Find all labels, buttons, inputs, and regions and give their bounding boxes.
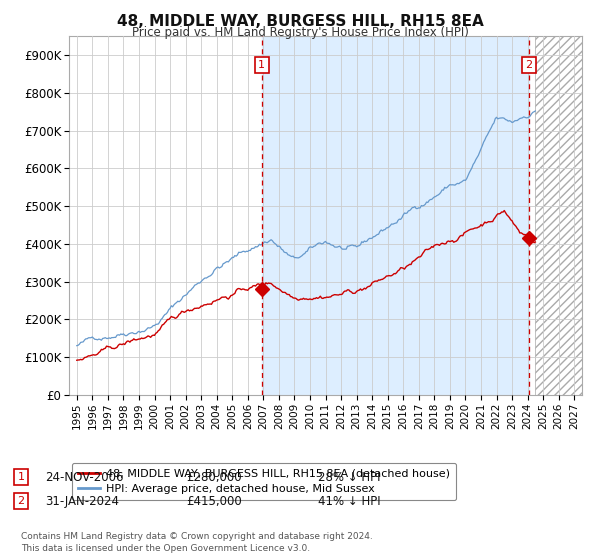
Bar: [535, 36, 582, 395]
Text: Price paid vs. HM Land Registry's House Price Index (HPI): Price paid vs. HM Land Registry's House …: [131, 26, 469, 39]
Bar: [262, 36, 529, 395]
Text: 1: 1: [258, 60, 265, 70]
Text: 31-JAN-2024: 31-JAN-2024: [45, 494, 119, 508]
Text: £415,000: £415,000: [186, 494, 242, 508]
Text: 48, MIDDLE WAY, BURGESS HILL, RH15 8EA: 48, MIDDLE WAY, BURGESS HILL, RH15 8EA: [116, 14, 484, 29]
Text: 2: 2: [525, 60, 532, 70]
Text: 41% ↓ HPI: 41% ↓ HPI: [318, 494, 380, 508]
Text: Contains HM Land Registry data © Crown copyright and database right 2024.
This d: Contains HM Land Registry data © Crown c…: [21, 533, 373, 553]
Text: £280,000: £280,000: [186, 470, 242, 484]
Text: 1: 1: [17, 472, 25, 482]
Text: 2: 2: [17, 496, 25, 506]
Text: 28% ↓ HPI: 28% ↓ HPI: [318, 470, 380, 484]
Legend: 48, MIDDLE WAY, BURGESS HILL, RH15 8EA (detached house), HPI: Average price, det: 48, MIDDLE WAY, BURGESS HILL, RH15 8EA (…: [72, 463, 456, 500]
Text: 24-NOV-2006: 24-NOV-2006: [45, 470, 124, 484]
